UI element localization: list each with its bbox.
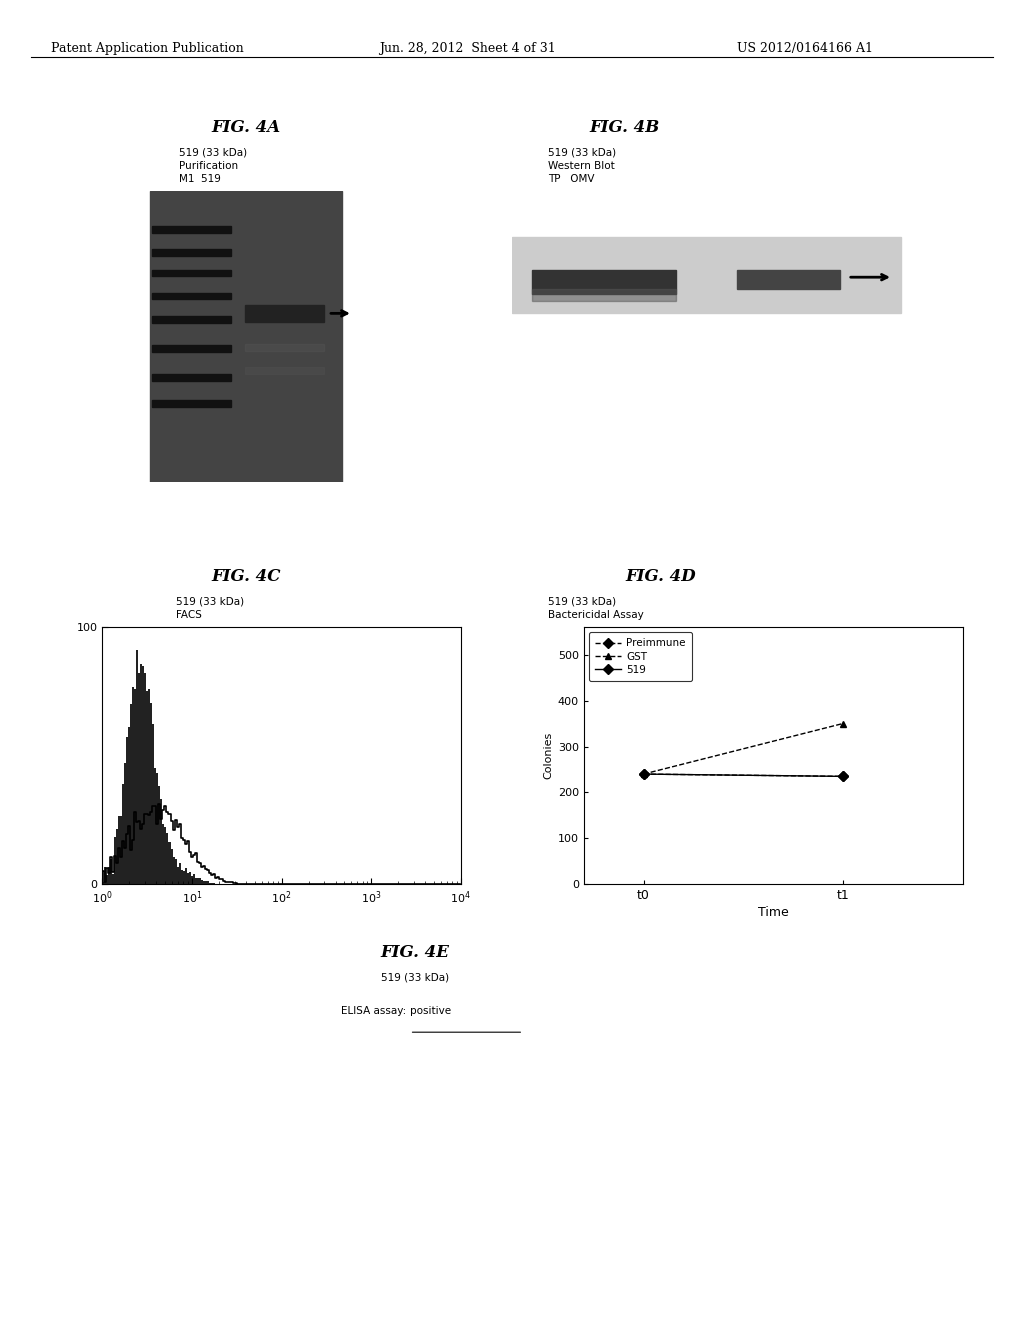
Text: Western Blot: Western Blot (548, 161, 614, 172)
Text: FIG. 4C: FIG. 4C (211, 568, 281, 585)
GST (637, 766, 649, 781)
Preimmune (637, 766, 649, 781)
Y-axis label: Colonies: Colonies (544, 733, 554, 779)
Text: US 2012/0164166 A1: US 2012/0164166 A1 (737, 42, 873, 55)
Bar (245, 367, 324, 375)
519 (837, 768, 849, 784)
Bar (153, 269, 231, 276)
Bar (153, 226, 231, 232)
Text: ELISA assay:: ELISA assay: (341, 1006, 410, 1016)
Text: FIG. 4D: FIG. 4D (626, 568, 695, 585)
Text: 519 (33 kDa): 519 (33 kDa) (179, 148, 248, 158)
Text: Bactericidal Assay: Bactericidal Assay (548, 610, 644, 620)
Bar (153, 249, 231, 256)
Bar (245, 305, 324, 322)
Text: M1  519: M1 519 (179, 174, 221, 185)
Text: Patent Application Publication: Patent Application Publication (51, 42, 244, 55)
Bar (737, 271, 840, 289)
Text: 519 (33 kDa): 519 (33 kDa) (548, 597, 616, 607)
Line: 519: 519 (640, 771, 847, 780)
Line: Preimmune: Preimmune (640, 771, 847, 780)
Bar (245, 345, 324, 351)
Text: Purification: Purification (179, 161, 239, 172)
Bar (151, 191, 342, 482)
Text: positive: positive (410, 1006, 451, 1016)
Bar (532, 289, 676, 301)
Bar (153, 375, 231, 380)
Bar (153, 293, 231, 300)
Text: FIG. 4A: FIG. 4A (211, 119, 281, 136)
Bar (512, 236, 901, 313)
Text: FACS: FACS (176, 610, 202, 620)
519 (637, 766, 649, 781)
Bar (153, 400, 231, 407)
Text: 519 (33 kDa): 519 (33 kDa) (176, 597, 245, 607)
Text: 519 (33 kDa): 519 (33 kDa) (381, 973, 449, 983)
Preimmune (837, 768, 849, 784)
Text: TP   OMV: TP OMV (548, 174, 594, 185)
Text: Jun. 28, 2012  Sheet 4 of 31: Jun. 28, 2012 Sheet 4 of 31 (379, 42, 556, 55)
Bar (532, 271, 676, 294)
Bar (153, 346, 231, 351)
Text: FIG. 4B: FIG. 4B (590, 119, 659, 136)
Text: FIG. 4E: FIG. 4E (380, 944, 450, 961)
Bar (153, 317, 231, 322)
Legend: Preimmune, GST, 519: Preimmune, GST, 519 (589, 632, 692, 681)
X-axis label: Time: Time (758, 907, 788, 920)
Line: GST: GST (640, 719, 847, 777)
GST (837, 715, 849, 731)
Text: 519 (33 kDa): 519 (33 kDa) (548, 148, 616, 158)
